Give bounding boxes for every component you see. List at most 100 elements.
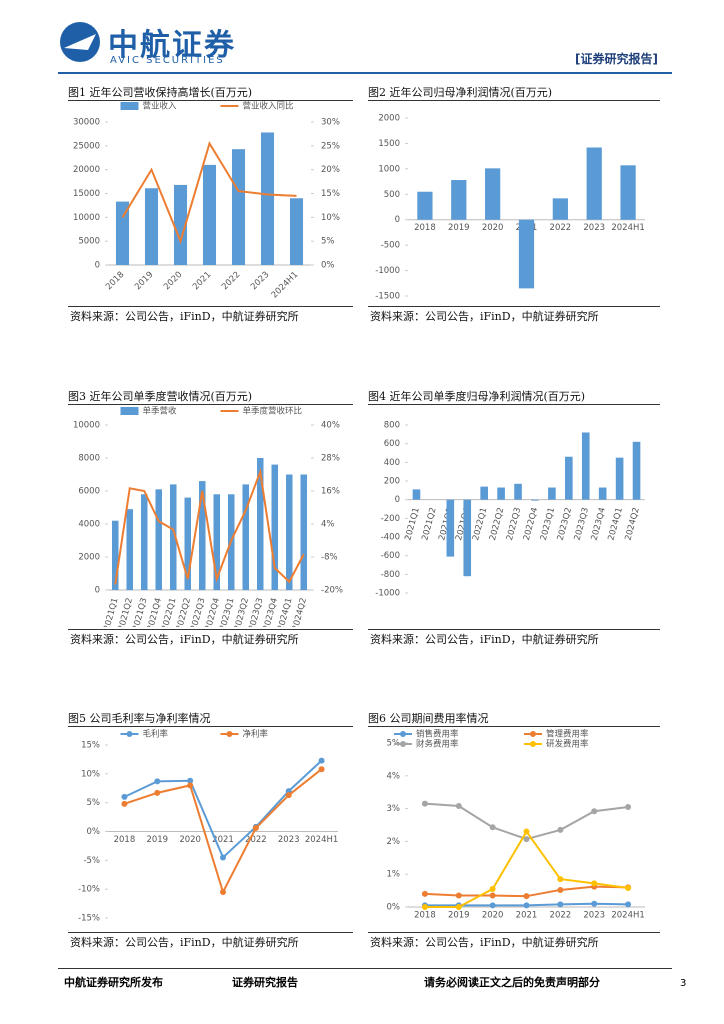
line-marker — [523, 902, 530, 909]
chart-source: 资料来源：公司公告，iFinD，中航证券研究所 — [370, 936, 599, 949]
x-tick-label: 2022 — [550, 911, 572, 921]
y-tick-label: 0 — [95, 261, 100, 271]
bar — [242, 484, 250, 590]
y-tick-label: 0 — [395, 495, 400, 505]
y-tick-label: -200 — [381, 514, 400, 524]
bar — [198, 481, 206, 590]
y2-tick-label: 25% — [321, 141, 340, 151]
bar — [173, 184, 188, 265]
line-marker — [121, 793, 128, 800]
line — [121, 141, 297, 245]
source-rule — [68, 629, 353, 630]
legend-marker — [126, 731, 133, 737]
y-tick-label: 25000 — [73, 141, 100, 151]
y-tick-label: 0% — [387, 903, 401, 913]
y-tick-label: -1000 — [375, 266, 400, 276]
bar — [565, 456, 573, 500]
y-tick-label: 600 — [384, 439, 400, 449]
y-tick-label: 2000 — [78, 553, 100, 563]
x-tick-label: 2022 — [245, 835, 267, 845]
bar — [169, 484, 177, 590]
y-tick-label: 1% — [387, 870, 401, 880]
bar — [615, 457, 624, 500]
bar — [115, 201, 130, 265]
line-marker — [557, 826, 564, 833]
footer-middle: 证券研究报告 — [232, 976, 298, 989]
x-tick-label: 2023Q3 — [573, 507, 591, 542]
line-marker — [455, 892, 462, 899]
bar — [260, 132, 275, 265]
y2-tick-label: 5% — [321, 237, 335, 247]
y-tick-label: 8000 — [78, 454, 100, 464]
x-tick-label: 2019 — [133, 270, 155, 292]
bar — [632, 441, 641, 500]
y-tick-label: 200 — [384, 477, 400, 487]
legend-swatch — [120, 407, 139, 415]
y-tick-label: -10% — [78, 885, 100, 895]
report-tag: [证券研究报告] — [575, 52, 658, 66]
x-tick-label: 2024H1 — [611, 911, 644, 921]
bar — [446, 499, 455, 557]
x-tick-label: 2024H1 — [611, 223, 644, 233]
x-tick-label: 2023Q1 — [539, 507, 557, 542]
legend-label: 单季营收 — [143, 406, 178, 417]
chart: -1500 -1000 -500 0 500 1000 1500 2000 2018 2019 20… — [375, 114, 645, 302]
line-marker — [154, 789, 161, 796]
title-rule — [68, 726, 353, 727]
title-rule — [368, 404, 660, 405]
y-tick-label: -1000 — [375, 589, 400, 599]
title-rule — [368, 100, 660, 101]
bar — [289, 198, 304, 265]
bar — [184, 497, 192, 590]
bar — [497, 487, 505, 500]
line-marker — [591, 808, 598, 815]
chart-source: 资料来源：公司公告，iFinD，中航证券研究所 — [70, 633, 299, 646]
y-tick-label: -400 — [381, 533, 400, 543]
chart-source: 资料来源：公司公告，iFinD，中航证券研究所 — [70, 936, 299, 949]
x-tick-label: 2018 — [414, 223, 436, 233]
bar — [256, 458, 264, 590]
bar — [412, 489, 421, 500]
y2-tick-label: -8% — [321, 553, 338, 563]
y-tick-label: 20000 — [73, 165, 100, 175]
line-marker — [523, 828, 530, 835]
y-tick-label: 5% — [87, 798, 101, 808]
y-tick-label: 0 — [95, 586, 100, 596]
bar — [531, 499, 539, 501]
line-marker — [220, 889, 226, 896]
line-marker — [489, 892, 496, 899]
bar — [144, 188, 159, 265]
x-tick-label: 2022Q2 — [488, 507, 506, 542]
y-tick-label: -15% — [78, 914, 100, 924]
bar — [300, 474, 308, 590]
x-tick-label: 2018 — [414, 911, 436, 921]
y-tick-label: 2% — [387, 837, 401, 847]
y2-tick-label: 0% — [321, 261, 335, 271]
source-rule — [68, 306, 353, 307]
y-tick-label: 1000 — [378, 164, 400, 174]
bar — [126, 509, 134, 590]
page-number: 3 — [680, 978, 687, 989]
x-tick-label: 2021 — [191, 270, 213, 292]
bar — [202, 164, 217, 265]
source-rule — [368, 629, 660, 630]
line-marker — [489, 885, 496, 892]
title-rule — [368, 726, 660, 727]
x-tick-label: 2021 — [212, 835, 234, 845]
legend-swatch — [120, 102, 139, 110]
footer-right: 请务必阅读正文之后的免责声明部分 — [424, 976, 600, 989]
x-tick-label: 2022 — [220, 270, 242, 292]
legend-marker — [400, 731, 406, 737]
line — [114, 467, 305, 585]
y-tick-label: 1500 — [378, 139, 400, 149]
legend-label: 财务费用率 — [416, 739, 459, 750]
line-marker — [318, 757, 325, 764]
y-tick-label: 6000 — [78, 487, 100, 497]
logo-text: 中航证券 — [108, 28, 236, 63]
chart-title: 图1 近年公司营收保持高增长(百万元) — [68, 86, 253, 99]
chart-source: 资料来源：公司公告，iFinD，中航证券研究所 — [70, 310, 299, 323]
logo-en: AVIC SECURITIES — [110, 55, 225, 66]
source-rule — [368, 306, 660, 307]
legend-label: 营业收入同比 — [243, 101, 294, 112]
x-tick-label: 2019 — [448, 911, 470, 921]
